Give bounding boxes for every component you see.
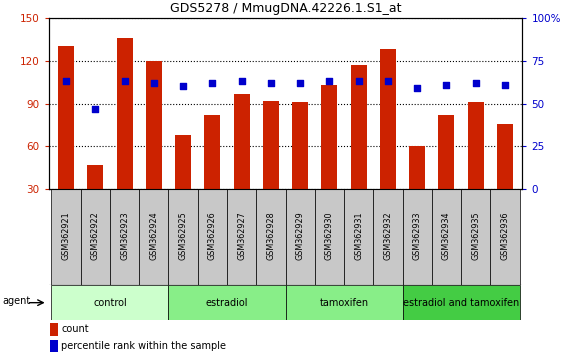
Bar [409,147,425,232]
Text: GSM362934: GSM362934 [442,211,451,259]
Bar [168,189,198,285]
Bar [51,285,168,320]
Text: estradiol and tamoxifen: estradiol and tamoxifen [403,298,519,308]
Bar [461,189,490,285]
Bar [50,339,58,352]
Text: GSM362930: GSM362930 [325,211,334,259]
Bar [58,46,74,232]
Bar [380,49,396,232]
Point [383,78,392,84]
Bar [234,93,250,232]
Title: GDS5278 / MmugDNA.42226.1.S1_at: GDS5278 / MmugDNA.42226.1.S1_at [170,2,401,15]
Point [296,80,305,86]
Point [208,80,217,86]
Text: tamoxifen: tamoxifen [319,298,368,308]
Bar [256,189,286,285]
Text: GSM362925: GSM362925 [179,211,188,259]
Text: GSM362931: GSM362931 [354,211,363,259]
Bar [403,285,520,320]
Text: GSM362932: GSM362932 [383,211,392,259]
Point [266,80,275,86]
Bar [497,124,513,232]
Text: GSM362936: GSM362936 [500,211,509,259]
Text: GSM362922: GSM362922 [91,211,100,259]
Bar [139,189,168,285]
Point [325,78,334,84]
Bar [87,165,103,232]
Bar [50,323,58,336]
Text: GSM362929: GSM362929 [296,211,304,259]
Bar [292,102,308,232]
Text: GSM362926: GSM362926 [208,211,217,259]
Bar [432,189,461,285]
Bar [321,85,337,232]
Text: control: control [93,298,127,308]
Point [471,80,480,86]
Bar [198,189,227,285]
Text: GSM362927: GSM362927 [237,211,246,259]
Point [413,85,422,91]
Text: GSM362923: GSM362923 [120,211,129,259]
Point [354,78,363,84]
Text: GSM362933: GSM362933 [413,211,421,259]
Text: estradiol: estradiol [206,298,248,308]
Text: GSM362935: GSM362935 [471,211,480,259]
Text: GSM362924: GSM362924 [150,211,158,259]
Bar [227,189,256,285]
Text: count: count [61,324,89,334]
Point [149,80,158,86]
Point [500,82,509,87]
Bar [344,189,373,285]
Bar [175,135,191,232]
Bar [204,115,220,232]
Bar [263,101,279,232]
Bar [468,102,484,232]
Bar [373,189,403,285]
Point [120,78,129,84]
Point [62,78,71,84]
Point [91,106,100,112]
Bar [146,61,162,232]
Bar [81,189,110,285]
Bar [286,285,403,320]
Bar [439,115,455,232]
Bar [110,189,139,285]
Point [237,78,246,84]
Text: percentile rank within the sample: percentile rank within the sample [61,341,226,351]
Bar [168,285,286,320]
Bar [51,189,81,285]
Bar [116,38,132,232]
Point [442,82,451,87]
Text: GSM362928: GSM362928 [267,211,275,259]
Text: GSM362921: GSM362921 [62,211,71,259]
Text: agent: agent [3,296,31,306]
Bar [351,65,367,232]
Bar [403,189,432,285]
Bar [286,189,315,285]
Point [179,84,188,89]
Bar [315,189,344,285]
Bar [490,189,520,285]
